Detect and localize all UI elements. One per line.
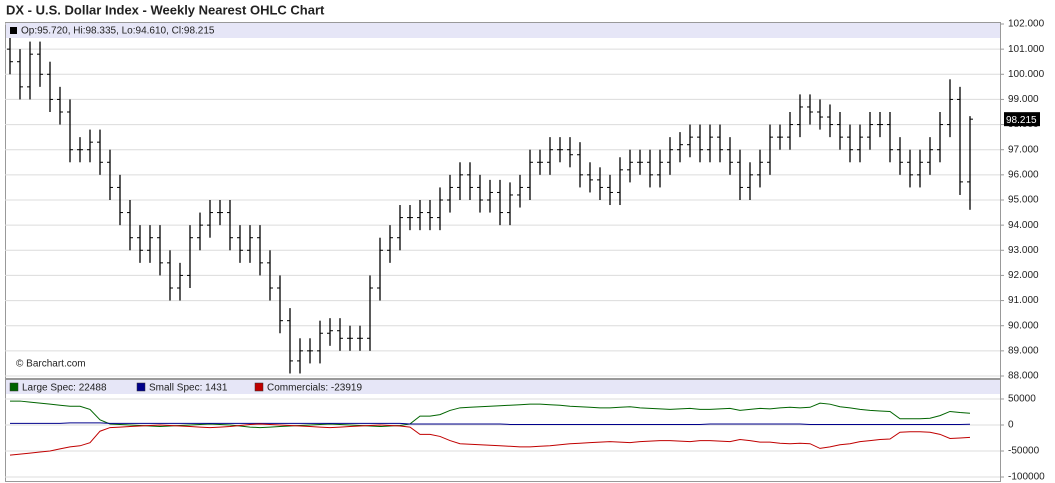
y-tick-label: 102.000 xyxy=(1008,19,1045,30)
y-tick-label: 89.000 xyxy=(1008,345,1039,356)
y-tick-label: 100.000 xyxy=(1008,69,1045,80)
legend-swatch xyxy=(9,382,19,392)
annotation: Op:95.720, Hi:98.335, Lo:94.610, Cl:98.2… xyxy=(21,26,215,37)
legend-label: Large Spec: 22488 xyxy=(22,383,107,394)
y-tick-label: 88.000 xyxy=(1008,371,1039,382)
cot-line xyxy=(10,422,971,425)
price-panel-frame xyxy=(5,22,1001,379)
y-tick-label: 50000 xyxy=(1008,394,1036,405)
source: © Barchart.com xyxy=(16,359,86,370)
y-tick-label: 95.000 xyxy=(1008,195,1039,206)
y-tick-label: -50000 xyxy=(1008,446,1040,457)
y-tick-label: 97.000 xyxy=(1008,144,1039,155)
legend-label: Small Spec: 1431 xyxy=(149,383,228,394)
y-tick-label: 94.000 xyxy=(1008,220,1039,231)
y-tick-label: 91.000 xyxy=(1008,295,1039,306)
last-price-box xyxy=(1004,112,1040,127)
cot-line xyxy=(10,400,971,429)
chart-title: DX - U.S. Dollar Index - Weekly Nearest … xyxy=(6,2,325,17)
legend-swatch xyxy=(254,382,264,392)
cot-panel-frame xyxy=(5,379,1001,482)
y-tick-label: 92.000 xyxy=(1008,270,1039,281)
y-tick-label: -100000 xyxy=(1008,472,1045,483)
legend-swatch xyxy=(10,27,17,34)
legend-swatch xyxy=(136,382,146,392)
y-tick-label: 101.000 xyxy=(1008,44,1045,55)
legend-strip xyxy=(6,23,1000,38)
y-tick-label: 0 xyxy=(1008,420,1014,431)
legend-strip xyxy=(6,380,1000,394)
y-tick-label: 96.000 xyxy=(1008,169,1039,180)
legend-label: Commercials: -23919 xyxy=(267,383,362,394)
cot-line xyxy=(9,423,971,456)
y-tick-label: 90.000 xyxy=(1008,320,1039,331)
y-tick-label: 99.000 xyxy=(1008,94,1039,105)
y-tick-label: 93.000 xyxy=(1008,245,1039,256)
last-price-label: 98.215 xyxy=(1006,115,1037,126)
